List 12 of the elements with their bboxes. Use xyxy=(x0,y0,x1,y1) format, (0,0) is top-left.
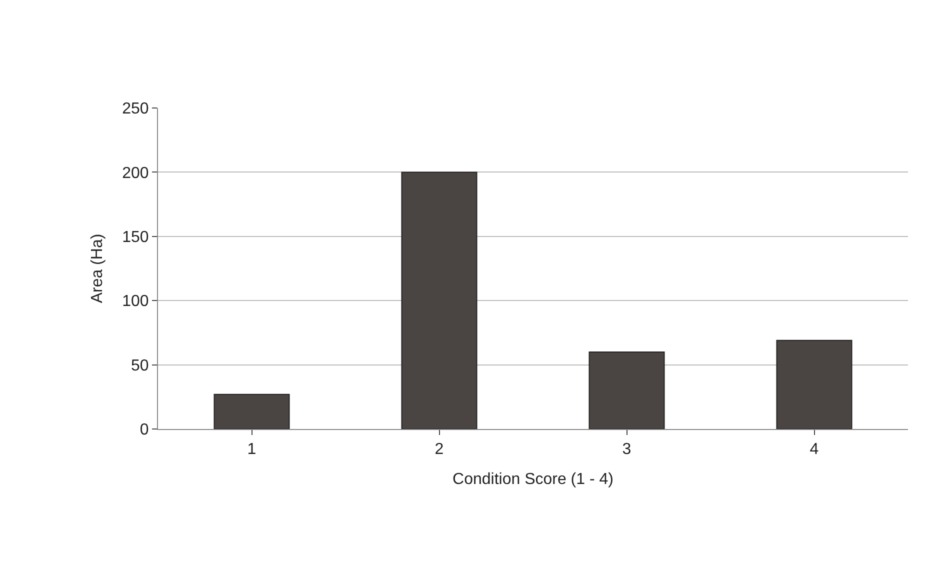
x-tick-label: 1 xyxy=(247,441,256,458)
y-tick-label: 50 xyxy=(131,357,149,374)
y-axis-title: Area (Ha) xyxy=(88,234,106,304)
x-tick-label: 4 xyxy=(810,441,819,458)
y-tick-label: 200 xyxy=(122,164,149,182)
y-tick-label: 150 xyxy=(122,229,149,246)
y-tick-label: 250 xyxy=(122,100,149,118)
y-tick-label: 100 xyxy=(122,293,149,310)
x-tick-label: 2 xyxy=(434,441,444,458)
x-axis-title: Condition Score (1 - 4) xyxy=(452,470,614,488)
y-tick-label: 0 xyxy=(140,422,149,439)
x-tick-label: 3 xyxy=(622,441,632,458)
